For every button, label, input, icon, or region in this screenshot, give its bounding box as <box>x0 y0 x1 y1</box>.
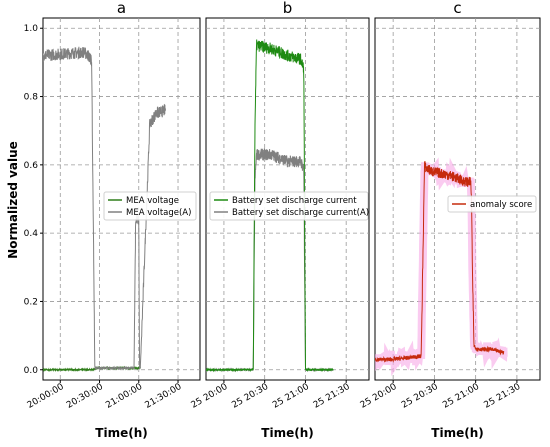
legend-label: MEA voltage(A) <box>126 208 191 218</box>
legend-box <box>209 191 369 221</box>
panel-title: c <box>453 0 461 17</box>
x-tick-label: 25 21:00 <box>271 382 311 411</box>
x-tick-label: 25 21:30 <box>483 382 523 411</box>
y-tick-label: 0.4 <box>24 229 39 239</box>
x-tick-label: 21:30:00 <box>144 382 184 411</box>
x-tick-label: 25 21:30 <box>312 382 352 411</box>
y-tick-label: 0.0 <box>24 366 39 376</box>
y-tick-label: 0.2 <box>24 297 38 307</box>
plot-frame <box>205 17 370 381</box>
panel-a: a 0.0 0.2 0.4 0.6 0.8 1.0 20:00:00 20:30:00 21:00… <box>24 0 201 440</box>
legend: MEA voltage MEA voltage(A) <box>103 191 197 221</box>
legend-box <box>103 191 197 221</box>
series-line-0 <box>206 39 334 373</box>
x-axis-label: Time(h) <box>95 426 147 440</box>
y-tick-label: 0.8 <box>24 93 39 103</box>
legend-label: MEA voltage <box>126 196 179 206</box>
panel-b: b 25 20:00 25 20:30 25 21:00 25 21:30 Time(h)… <box>190 0 370 440</box>
panel-c: c 25 20:00 25 20:30 25 21:00 25 21:30 Time(h)… <box>359 0 541 440</box>
x-tick-label: 20:30:00 <box>65 382 105 411</box>
x-tick-label: 21:00:00 <box>104 382 144 411</box>
plot-frame <box>42 17 201 381</box>
legend-label: anomaly score <box>470 200 532 210</box>
x-axis-label: Time(h) <box>261 426 313 440</box>
y-axis-label: Normalized value <box>6 141 20 259</box>
y-tick-label: 0.6 <box>24 161 39 171</box>
x-tick-label: 25 21:00 <box>441 382 481 411</box>
plot-frame <box>374 17 541 381</box>
x-tick-label: 25 20:00 <box>359 382 399 411</box>
series-line-1 <box>43 46 166 371</box>
x-axis-label: Time(h) <box>431 426 483 440</box>
series-line-1 <box>206 148 334 373</box>
grid <box>43 18 200 380</box>
x-tick-label: 25 20:30 <box>400 382 440 411</box>
series-line-0 <box>375 161 505 363</box>
x-tick-label: 20:00:00 <box>26 382 66 411</box>
legend-label: Battery set discharge current(A) <box>232 208 369 218</box>
legend: Battery set discharge current Battery set… <box>209 191 369 221</box>
legend-label: Battery set discharge current <box>232 196 357 206</box>
legend-box <box>447 195 537 213</box>
x-tick-label: 25 20:30 <box>230 382 270 411</box>
series-glow <box>375 157 508 377</box>
chart-panels: a 0.0 0.2 0.4 0.6 0.8 1.0 20:00:00 20:30:00 21:00… <box>24 0 541 440</box>
y-tick-label: 1.0 <box>24 24 39 34</box>
legend: anomaly score <box>447 195 537 213</box>
x-tick-label: 25 20:00 <box>190 382 230 411</box>
panel-title: b <box>283 0 293 17</box>
panel-title: a <box>117 0 126 17</box>
